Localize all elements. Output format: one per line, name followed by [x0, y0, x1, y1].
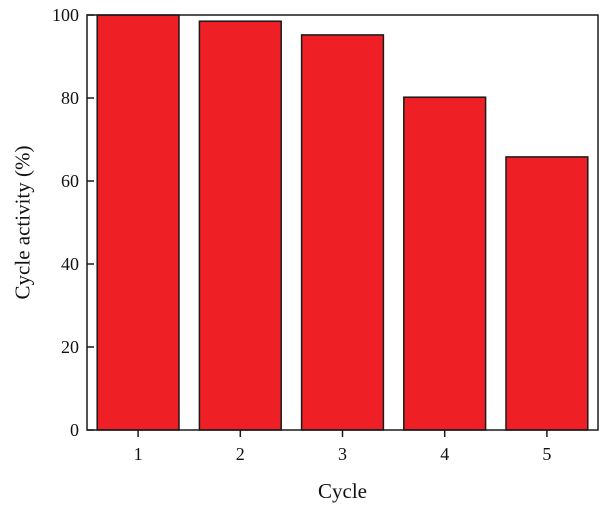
y-tick-label: 80	[61, 88, 79, 108]
bar-cycle-5	[505, 156, 589, 431]
x-tick-label: 1	[134, 444, 143, 464]
bar-cycle-1	[96, 14, 180, 431]
y-tick-label: 40	[61, 254, 79, 274]
x-axis-title: Cycle	[318, 479, 367, 503]
x-tick-label: 3	[338, 444, 347, 464]
y-tick-label: 0	[70, 420, 79, 440]
plot-frame	[86, 14, 599, 431]
bar-cycle-3	[300, 34, 385, 431]
bar-cycle-4	[403, 96, 487, 431]
x-tick-label: 5	[542, 444, 551, 464]
y-tick-label: 20	[61, 337, 79, 357]
y-axis-title: Cycle activity (%)	[10, 146, 34, 300]
y-tick-label: 100	[52, 5, 79, 25]
y-tick-label: 60	[61, 171, 79, 191]
x-tick-label: 2	[236, 444, 245, 464]
bars-group	[96, 14, 589, 431]
x-axis-ticks: 1 2 3 4 5	[134, 430, 551, 464]
x-tick-label: 4	[440, 444, 449, 464]
bar-cycle-2	[198, 20, 282, 431]
